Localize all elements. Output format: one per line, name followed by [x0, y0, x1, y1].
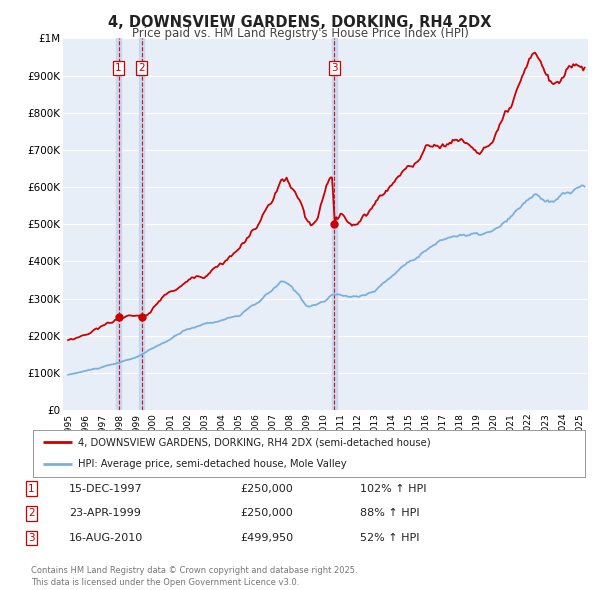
Text: 2: 2 [138, 63, 145, 73]
Text: 1: 1 [115, 63, 122, 73]
Text: 16-AUG-2010: 16-AUG-2010 [69, 533, 143, 543]
Text: HPI: Average price, semi-detached house, Mole Valley: HPI: Average price, semi-detached house,… [78, 459, 347, 469]
Text: 1: 1 [28, 484, 35, 493]
Text: 3: 3 [331, 63, 338, 73]
Text: £250,000: £250,000 [240, 484, 293, 493]
Bar [139, 38, 144, 410]
Text: Contains HM Land Registry data © Crown copyright and database right 2025.
This d: Contains HM Land Registry data © Crown c… [31, 566, 358, 587]
Text: 102% ↑ HPI: 102% ↑ HPI [360, 484, 427, 493]
Text: 4, DOWNSVIEW GARDENS, DORKING, RH4 2DX: 4, DOWNSVIEW GARDENS, DORKING, RH4 2DX [109, 15, 491, 30]
Bar [332, 38, 337, 410]
Text: 2: 2 [28, 509, 35, 518]
Text: 4, DOWNSVIEW GARDENS, DORKING, RH4 2DX (semi-detached house): 4, DOWNSVIEW GARDENS, DORKING, RH4 2DX (… [78, 437, 431, 447]
Bar [116, 38, 121, 410]
Text: 3: 3 [28, 533, 35, 543]
Text: 23-APR-1999: 23-APR-1999 [69, 509, 141, 518]
Text: Price paid vs. HM Land Registry's House Price Index (HPI): Price paid vs. HM Land Registry's House … [131, 27, 469, 40]
Text: 15-DEC-1997: 15-DEC-1997 [69, 484, 143, 493]
Text: 52% ↑ HPI: 52% ↑ HPI [360, 533, 419, 543]
Text: £250,000: £250,000 [240, 509, 293, 518]
Text: 88% ↑ HPI: 88% ↑ HPI [360, 509, 419, 518]
Text: £499,950: £499,950 [240, 533, 293, 543]
